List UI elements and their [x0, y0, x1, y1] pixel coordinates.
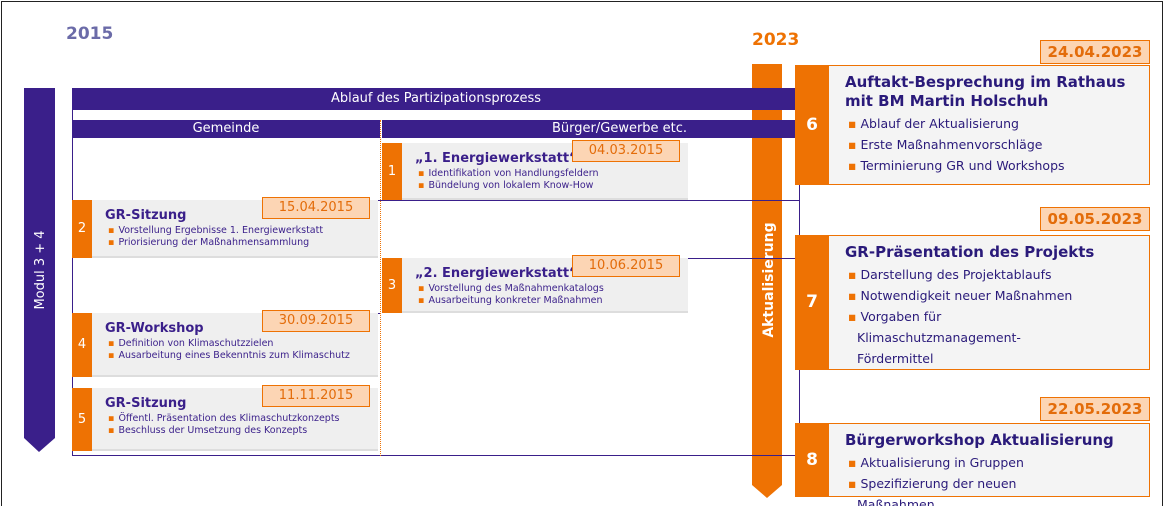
- step-number: 8: [795, 423, 829, 497]
- table-title: Ablauf des Partizipationsprozess: [72, 88, 800, 110]
- modul-label: Modul 3 + 4: [33, 230, 48, 309]
- date-tag: 30.09.2015: [262, 310, 370, 332]
- year-2023: 2023: [752, 30, 800, 50]
- step-title: GR-Sitzung: [105, 208, 187, 223]
- step-bullet: Identifikation von Handlungsfeldern: [415, 168, 685, 179]
- step-bullet: Spezifizierung der neuen Maßnahmen: [845, 473, 1080, 506]
- step-title: Auftakt-Besprechung im Rathaus mit BM Ma…: [845, 73, 1126, 110]
- step-bullet: Priorisierung der Maßnahmensammlung: [105, 237, 375, 248]
- column-divider: [380, 120, 381, 456]
- step-title: „2. Energiewerkstatt“: [415, 266, 578, 281]
- row-line: [72, 200, 800, 201]
- step-bullet: Ausarbeitung eines Bekenntnis zum Klimas…: [105, 350, 375, 361]
- step-bullet: Bündelung von lokalem Know-How: [415, 180, 685, 191]
- column-header: Bürger/Gewerbe etc.: [382, 120, 800, 138]
- step-number: 1: [382, 143, 402, 200]
- date-tag: 22.05.2023: [1040, 397, 1150, 421]
- step-number: 4: [72, 313, 92, 377]
- step-number: 7: [795, 235, 829, 370]
- step-title: „1. Energiewerkstatt“: [415, 151, 578, 166]
- step-bullet: Erste Maßnahmenvorschläge: [845, 134, 1080, 155]
- step-title: GR-Workshop: [105, 321, 204, 336]
- step-bullet: Ablauf der Aktualisierung: [845, 113, 1080, 134]
- step-bullet: Vorstellung des Maßnahmenkatalogs: [415, 283, 685, 294]
- date-tag: 04.03.2015: [572, 140, 680, 162]
- step-bullet: Notwendigkeit neuer Maßnahmen: [845, 285, 1080, 306]
- step-bullet: Vorgaben für Klimaschutzmanagement-Förde…: [845, 306, 1080, 369]
- year-2015: 2015: [66, 24, 114, 44]
- step-number: 6: [795, 65, 829, 185]
- step-number: 3: [382, 258, 402, 313]
- step-bullet: Darstellung des Projektablaufs: [845, 264, 1080, 285]
- column-header: Gemeinde: [72, 120, 380, 138]
- date-tag: 10.06.2015: [572, 255, 680, 277]
- step-bullet: Öffentl. Präsentation des Klimaschutzkon…: [105, 413, 375, 424]
- step-title: Bürgerworkshop Aktualisierung: [845, 431, 1114, 449]
- step-title: GR-Sitzung: [105, 396, 187, 411]
- update-label: Aktualisierung: [761, 222, 777, 337]
- step-title: GR-Präsentation des Projekts: [845, 243, 1095, 261]
- step-bullet: Definition von Klimaschutzzielen: [105, 338, 375, 349]
- step-bullet: Beschluss der Umsetzung des Konzepts: [105, 425, 375, 436]
- date-tag: 24.04.2023: [1040, 40, 1150, 64]
- step-number: 2: [72, 200, 92, 258]
- update-arrow: [752, 64, 782, 498]
- date-tag: 11.11.2015: [262, 385, 370, 407]
- modul-arrow: [24, 88, 55, 452]
- date-tag: 09.05.2023: [1040, 207, 1150, 231]
- step-bullet: Aktualisierung in Gruppen: [845, 452, 1080, 473]
- step-bullet: Ausarbeitung konkreter Maßnahmen: [415, 295, 685, 306]
- step-bullet: Vorstellung Ergebnisse 1. Energiewerksta…: [105, 225, 375, 236]
- step-number: 5: [72, 388, 92, 451]
- date-tag: 15.04.2015: [262, 197, 370, 219]
- step-bullet: Terminierung GR und Workshops: [845, 155, 1080, 176]
